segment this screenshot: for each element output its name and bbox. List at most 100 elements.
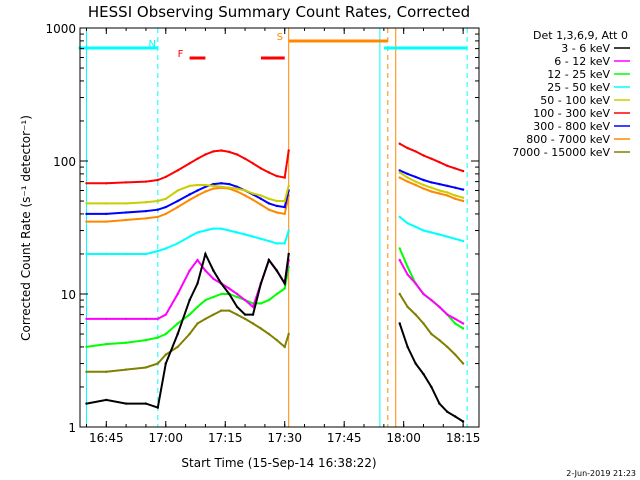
data-point [398,322,401,325]
data-point [243,233,247,236]
data-point [287,332,290,336]
data-point [283,242,286,245]
data-point [251,313,255,316]
data-point [267,197,271,200]
data-point [422,183,425,187]
x-tick-label: 18:00 [386,431,421,445]
data-point [235,295,239,299]
data-point [85,182,88,185]
data-point [156,199,159,203]
data-point [220,149,223,152]
data-point [243,313,247,316]
data-point [267,171,271,174]
data-point [461,239,465,243]
x-tick-label: 17:30 [267,431,302,445]
data-point [454,167,457,170]
data-point [461,199,465,203]
data-point [144,366,148,369]
data-point [422,178,425,182]
data-point [204,252,207,256]
data-point [164,197,167,200]
data-point [228,309,231,312]
data-point [156,336,159,339]
data-point [414,225,417,228]
data-point [398,215,401,219]
data-point [414,150,417,153]
data-point [188,235,191,238]
data-point [398,169,401,172]
data-point [438,305,441,309]
data-point [454,415,457,418]
data-point [105,220,108,223]
data-point [259,237,263,240]
footer-date: 2-Jun-2019 21:23 [566,469,636,478]
legend-label: 7000 - 15000 keV [512,146,610,159]
data-point [105,317,108,321]
legend-label: 300 - 800 keV [533,120,610,133]
data-point [164,332,167,336]
data-point [85,345,88,349]
data-point [446,410,449,413]
data-point [283,176,286,179]
data-point [438,192,441,195]
data-point [243,189,247,192]
data-point [430,181,433,184]
data-point [243,157,247,160]
data-point [164,205,167,209]
data-point [220,185,223,188]
data-point [267,332,271,336]
data-point [144,180,148,183]
y-axis-label: Corrected Count Rate (s⁻¹ detector⁻¹) [19,115,33,341]
data-point [446,191,449,194]
data-point [454,186,457,189]
data-point [461,322,465,325]
data-point [406,180,409,183]
data-point [164,313,167,316]
series-line [86,182,290,215]
data-point [188,269,191,272]
data-point [446,313,449,316]
data-point [275,292,278,296]
data-point [259,282,263,285]
data-point [398,292,401,296]
data-point [124,341,128,344]
data-point [243,317,247,321]
data-point [196,322,199,325]
data-point [430,190,433,193]
data-point [204,153,207,156]
data-point [124,368,128,371]
data-point [164,212,167,216]
data-point [176,199,179,203]
data-point [414,282,417,285]
legend-label: 100 - 300 keV [533,107,610,120]
data-point [105,202,108,205]
data-point [398,171,401,174]
data-point [164,353,167,356]
data-point [176,169,179,172]
data-point [220,309,223,312]
series-line [86,227,290,255]
data-point [196,231,199,234]
data-point [275,199,278,203]
data-point [156,208,159,211]
data-point [144,252,148,256]
data-point [105,342,108,346]
legend-label: 12 - 25 keV [547,68,610,81]
vertical-markers [85,28,468,427]
data-point [164,175,167,179]
data-point [287,229,290,232]
data-point [156,317,159,321]
data-point [176,345,179,349]
data-point [406,265,409,269]
data-point [251,235,255,238]
data-point [212,187,215,190]
y-tick-label: 1 [68,421,76,435]
data-point [275,174,278,178]
data-point [430,231,433,234]
data-point [414,183,417,187]
data-point [204,185,207,188]
data-point [446,164,449,167]
data-point [430,332,433,336]
data-point [267,239,271,243]
data-point [446,345,449,349]
